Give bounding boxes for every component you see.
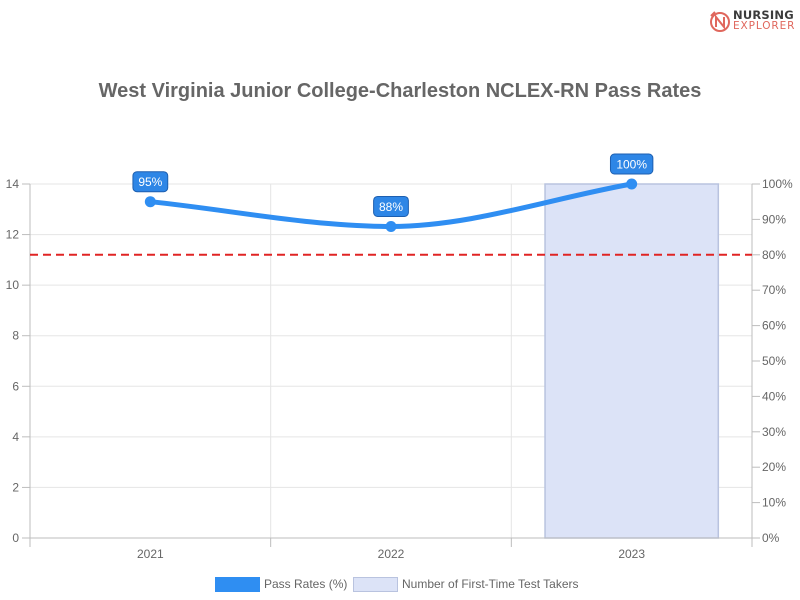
left-tick-label: 6 (12, 379, 19, 393)
axes (22, 183, 760, 547)
right-tick-label: 40% (762, 389, 786, 403)
pass-rate-point (385, 220, 397, 232)
legend: Pass Rates (%) Number of First-Time Test… (0, 575, 800, 593)
right-tick-label: 100% (762, 177, 793, 191)
logo-line-2: EXPLORER (733, 20, 796, 32)
right-tick-label: 70% (762, 283, 786, 297)
nursing-explorer-logo[interactable]: NURSING EXPLORER (709, 9, 794, 35)
right-tick-label: 20% (762, 460, 786, 474)
legend-label-test-takers: Number of First-Time Test Takers (402, 577, 579, 591)
left-tick-label: 12 (6, 228, 20, 242)
pass-rate-point (144, 196, 156, 208)
right-tick-label: 90% (762, 212, 786, 226)
right-tick-label: 60% (762, 319, 786, 333)
data-label-box (132, 171, 169, 193)
logo-line-1: NURSING (733, 8, 794, 22)
bars (544, 183, 720, 539)
left-tick-label: 2 (12, 480, 19, 494)
left-tick-label: 10 (6, 278, 20, 292)
logo-icon (710, 11, 730, 32)
bar-test-takers (544, 183, 720, 539)
legend-swatch-test-takers (353, 576, 398, 592)
legend-swatch-pass-rates (215, 576, 260, 592)
left-tick-label: 0 (12, 531, 19, 545)
right-tick-label: 30% (762, 425, 786, 439)
x-tick-label: 2022 (378, 547, 405, 561)
pass-rate-line (144, 178, 638, 232)
data-label: 95% (138, 175, 162, 189)
data-label: 100% (616, 158, 647, 172)
right-tick-label: 10% (762, 496, 786, 510)
right-tick-label: 50% (762, 354, 786, 368)
left-tick-label: 8 (12, 329, 19, 343)
left-tick-label: 14 (6, 177, 20, 191)
chart-title: West Virginia Junior College-Charleston … (98, 80, 702, 102)
right-tick-label: 80% (762, 248, 786, 262)
data-label-box (373, 195, 409, 217)
left-tick-label: 4 (12, 430, 19, 444)
pass-rate-point (626, 178, 638, 190)
x-tick-label: 2023 (618, 547, 645, 561)
legend-item-pass-rates[interactable]: Pass Rates (%) (215, 575, 347, 593)
data-labels: 95% 88% 100% (132, 153, 654, 217)
legend-item-test-takers[interactable]: Number of First-Time Test Takers (353, 575, 578, 593)
x-tick-label: 2021 (137, 547, 164, 561)
data-label-box (609, 153, 654, 175)
right-tick-label: 0% (762, 531, 780, 545)
data-label: 88% (379, 200, 403, 214)
tick-labels: 0 2 4 6 8 10 12 14 0% 10% 20% 30% 40% 50% 60% 70% 80% 90%… (6, 177, 793, 561)
legend-label-pass-rates: Pass Rates (%) (264, 577, 348, 591)
